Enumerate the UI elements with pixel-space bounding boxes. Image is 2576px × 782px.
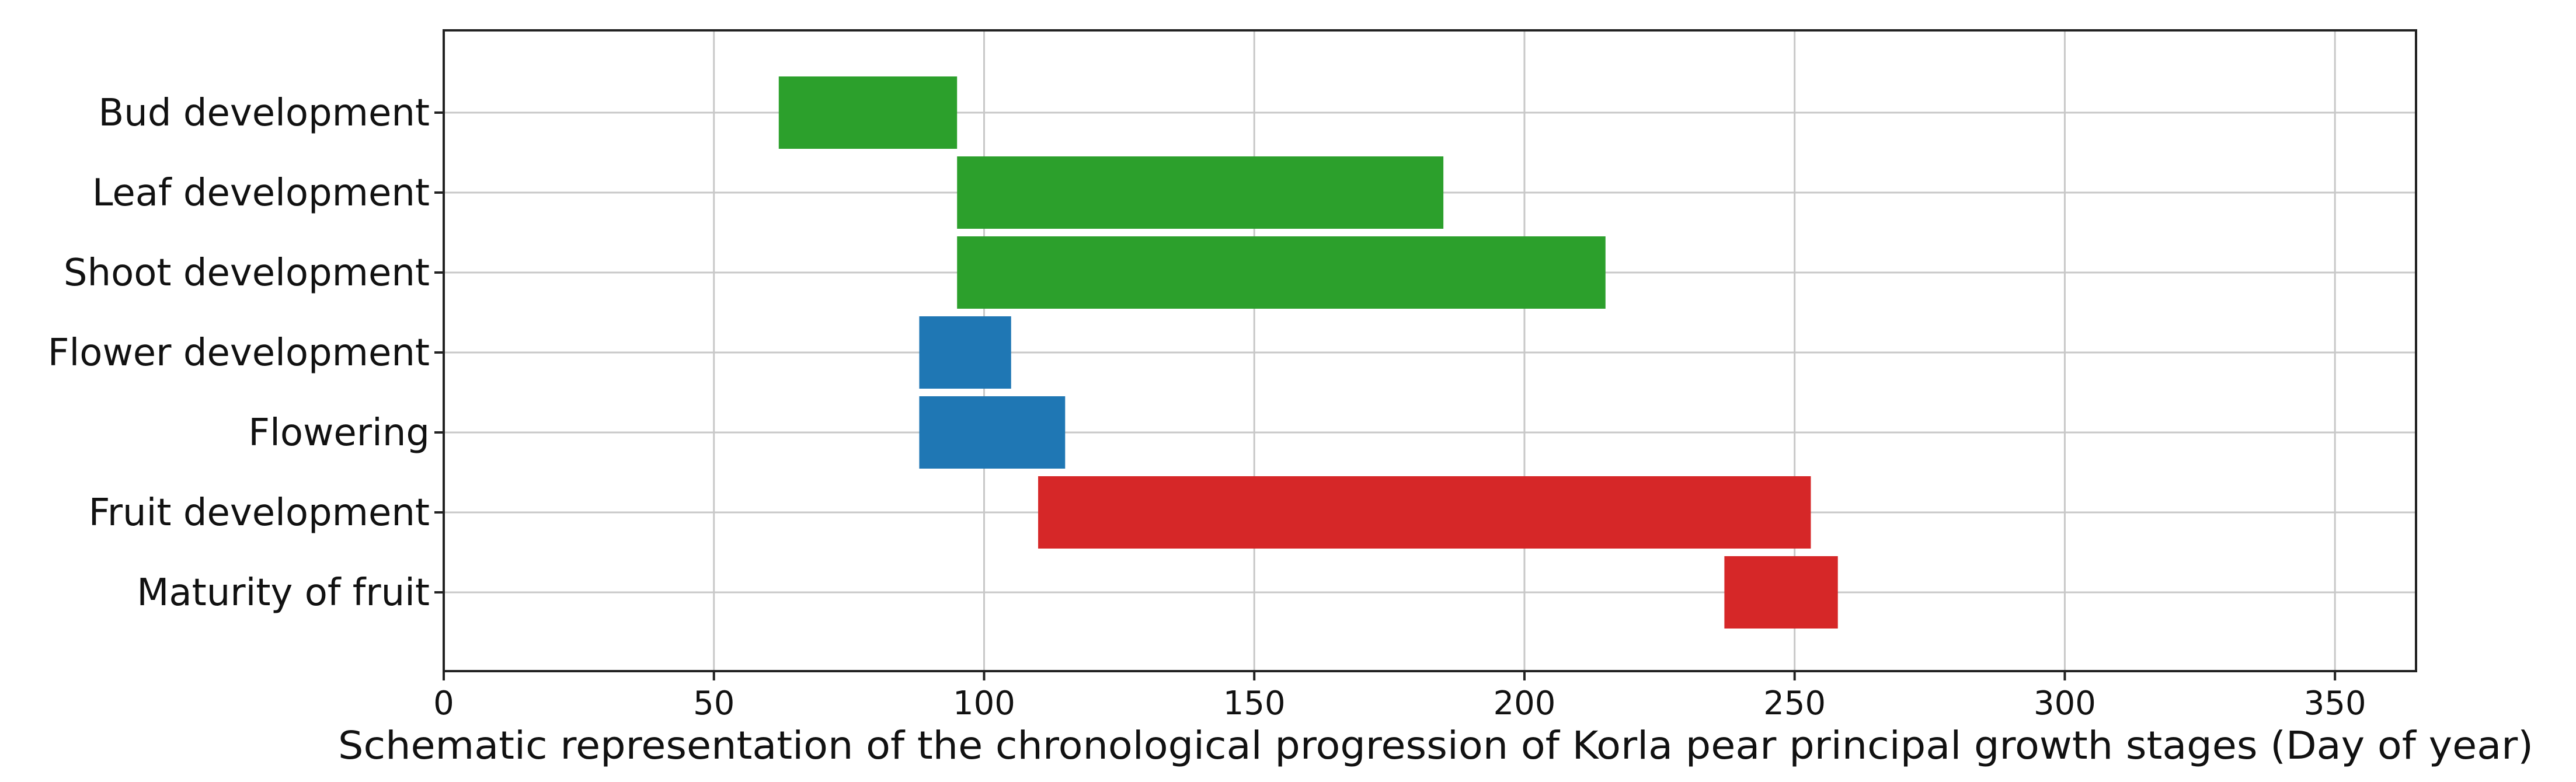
plot-frame: [443, 29, 2417, 672]
bar-maturity-of-fruit: [1724, 556, 1838, 629]
x-tick-label: 250: [1763, 685, 1826, 722]
bar-leaf-development: [957, 156, 1444, 229]
x-axis-label: Schematic representation of the chronolo…: [338, 723, 2533, 768]
grid-layer: [443, 30, 2416, 671]
category-label: Flowering: [248, 411, 430, 455]
bar-flower-development: [919, 316, 1011, 389]
category-label: Fruit development: [89, 491, 430, 535]
x-tick-label: 300: [2034, 685, 2096, 722]
category-label: Shoot development: [64, 252, 430, 295]
category-labels: Bud development Leaf development Shoot dev…: [48, 92, 444, 615]
bar-layer: [778, 76, 1838, 629]
x-tick-label: 0: [433, 685, 454, 722]
category-label: Flower development: [48, 331, 430, 375]
plot-border: [443, 29, 2417, 672]
x-tick-label: 100: [953, 685, 1015, 722]
category-label: Leaf development: [92, 172, 430, 215]
category-label: Bud development: [98, 92, 430, 135]
bar-flowering: [919, 396, 1066, 469]
x-tick-label: 350: [2304, 685, 2366, 722]
bar-shoot-development: [957, 236, 1606, 309]
bar-bud-development: [778, 76, 958, 149]
x-tick-label: 200: [1494, 685, 1556, 722]
x-tick-label: 50: [693, 685, 734, 722]
x-tick-labels: 0 50 100 150 200 250 300 350: [433, 671, 2366, 722]
bar-fruit-development: [1038, 476, 1811, 549]
x-tick-label: 150: [1223, 685, 1286, 722]
category-label: Maturity of fruit: [137, 571, 430, 615]
